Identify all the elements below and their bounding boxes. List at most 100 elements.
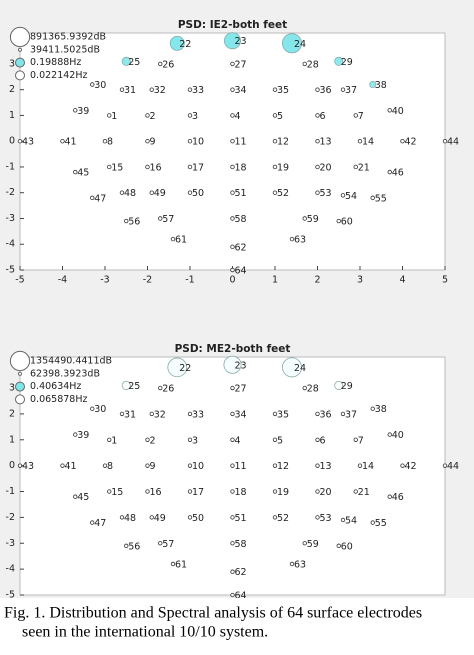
electrode-label: 28	[307, 59, 319, 70]
electrode-label: 31	[124, 85, 136, 96]
electrode-label: 32	[154, 85, 166, 96]
electrode-label: 24	[294, 39, 306, 50]
x-tick-label: -1	[185, 275, 194, 286]
electrode-marker	[17, 463, 23, 468]
electrode-marker	[73, 432, 78, 437]
y-tick-label: 0	[9, 136, 15, 147]
color-legend-marker	[15, 394, 25, 405]
electrode-label: 13	[320, 461, 332, 472]
electrode-marker	[315, 138, 320, 144]
electrode-label: 55	[375, 518, 387, 529]
electrode-label: 2	[150, 111, 156, 122]
electrode-marker	[353, 113, 358, 118]
electrode-label: 8	[107, 461, 113, 472]
electrode-marker	[90, 82, 95, 87]
electrode-marker	[272, 463, 278, 468]
legend-label: 0.40634Hz	[30, 381, 81, 392]
x-tick-label: 3	[357, 275, 363, 286]
electrode-label: 61	[175, 559, 187, 570]
electrode-marker	[302, 61, 307, 67]
electrode-marker	[107, 489, 112, 494]
electrode-label: 56	[128, 217, 140, 228]
electrode-label: 15	[111, 162, 123, 173]
y-tick-label: -3	[6, 538, 15, 549]
electrode-marker	[387, 108, 392, 113]
electrode-label: 16	[150, 162, 162, 173]
electrode-marker	[370, 195, 375, 201]
electrode-marker	[230, 164, 235, 170]
electrode-label: 37	[345, 409, 357, 420]
electrode-marker	[340, 411, 346, 417]
electrode-label: 50	[192, 188, 204, 199]
electrode-marker	[387, 494, 392, 499]
electrode-marker	[17, 138, 23, 144]
electrode-marker	[230, 411, 235, 417]
electrode-marker	[230, 190, 235, 195]
electrode-label: 22	[179, 363, 191, 374]
electrode-marker	[334, 380, 344, 390]
electrode-marker	[107, 437, 112, 442]
electrode-label: 64	[235, 591, 247, 602]
electrode-label: 34	[235, 85, 247, 96]
electrode-label: 11	[235, 137, 247, 148]
electrode-marker	[334, 56, 344, 66]
electrode-marker	[230, 385, 235, 391]
electrode-marker	[387, 432, 392, 437]
electrode-label: 63	[294, 235, 306, 246]
electrode-label: 40	[392, 106, 404, 117]
y-tick-label: 3	[9, 58, 15, 69]
electrode-marker	[158, 61, 163, 67]
electrode-label: 56	[128, 541, 140, 552]
electrode-marker	[149, 190, 154, 195]
electrode-marker	[353, 437, 358, 442]
electrode-marker	[149, 411, 154, 417]
electrode-label: 8	[107, 137, 113, 148]
electrode-marker	[315, 87, 320, 92]
electrode-label: 30	[94, 80, 106, 91]
electrode-marker	[169, 35, 185, 51]
electrode-marker	[230, 592, 235, 598]
electrode-marker	[60, 138, 65, 144]
electrode-label: 44	[447, 461, 459, 472]
y-tick-label: -4	[6, 564, 15, 575]
electrode-marker	[230, 489, 235, 494]
electrode-marker	[302, 216, 307, 221]
electrode-marker	[230, 267, 235, 273]
electrode-marker	[353, 164, 358, 170]
electrode-marker	[442, 463, 448, 468]
electrode-label: 46	[392, 168, 404, 179]
electrode-label: 4	[235, 111, 241, 122]
axes-background	[19, 356, 446, 596]
electrode-label: 52	[277, 188, 289, 199]
electrode-label: 22	[179, 39, 191, 50]
electrode-label: 26	[162, 384, 174, 395]
electrode-label: 62	[235, 242, 247, 253]
electrode-label: 27	[235, 59, 247, 70]
electrode-label: 40	[392, 430, 404, 441]
electrode-label: 5	[277, 435, 283, 446]
electrode-label: 62	[235, 567, 247, 578]
electrode-label: 63	[294, 559, 306, 570]
electrode-marker	[107, 164, 112, 170]
electrode-marker	[272, 437, 278, 442]
electrode-marker	[187, 190, 193, 195]
x-tick-label: -4	[58, 275, 67, 286]
electrode-label: 59	[307, 539, 319, 550]
electrode-marker	[121, 56, 131, 66]
electrode-marker	[230, 569, 235, 574]
electrode-label: 57	[162, 539, 174, 550]
electrode-marker	[145, 463, 150, 468]
electrode-marker	[187, 489, 193, 494]
electrode-marker	[124, 218, 129, 224]
electrode-marker	[187, 463, 193, 468]
y-tick-label: 3	[9, 383, 15, 394]
electrode-label: 58	[235, 539, 247, 550]
electrode-label: 21	[358, 162, 370, 173]
electrode-marker	[187, 87, 193, 92]
electrode-label: 15	[111, 487, 123, 498]
electrode-label: 37	[345, 85, 357, 96]
electrode-label: 29	[341, 57, 353, 68]
electrode-marker	[145, 437, 150, 442]
electrode-marker	[336, 543, 341, 549]
electrode-label: 34	[235, 409, 247, 420]
